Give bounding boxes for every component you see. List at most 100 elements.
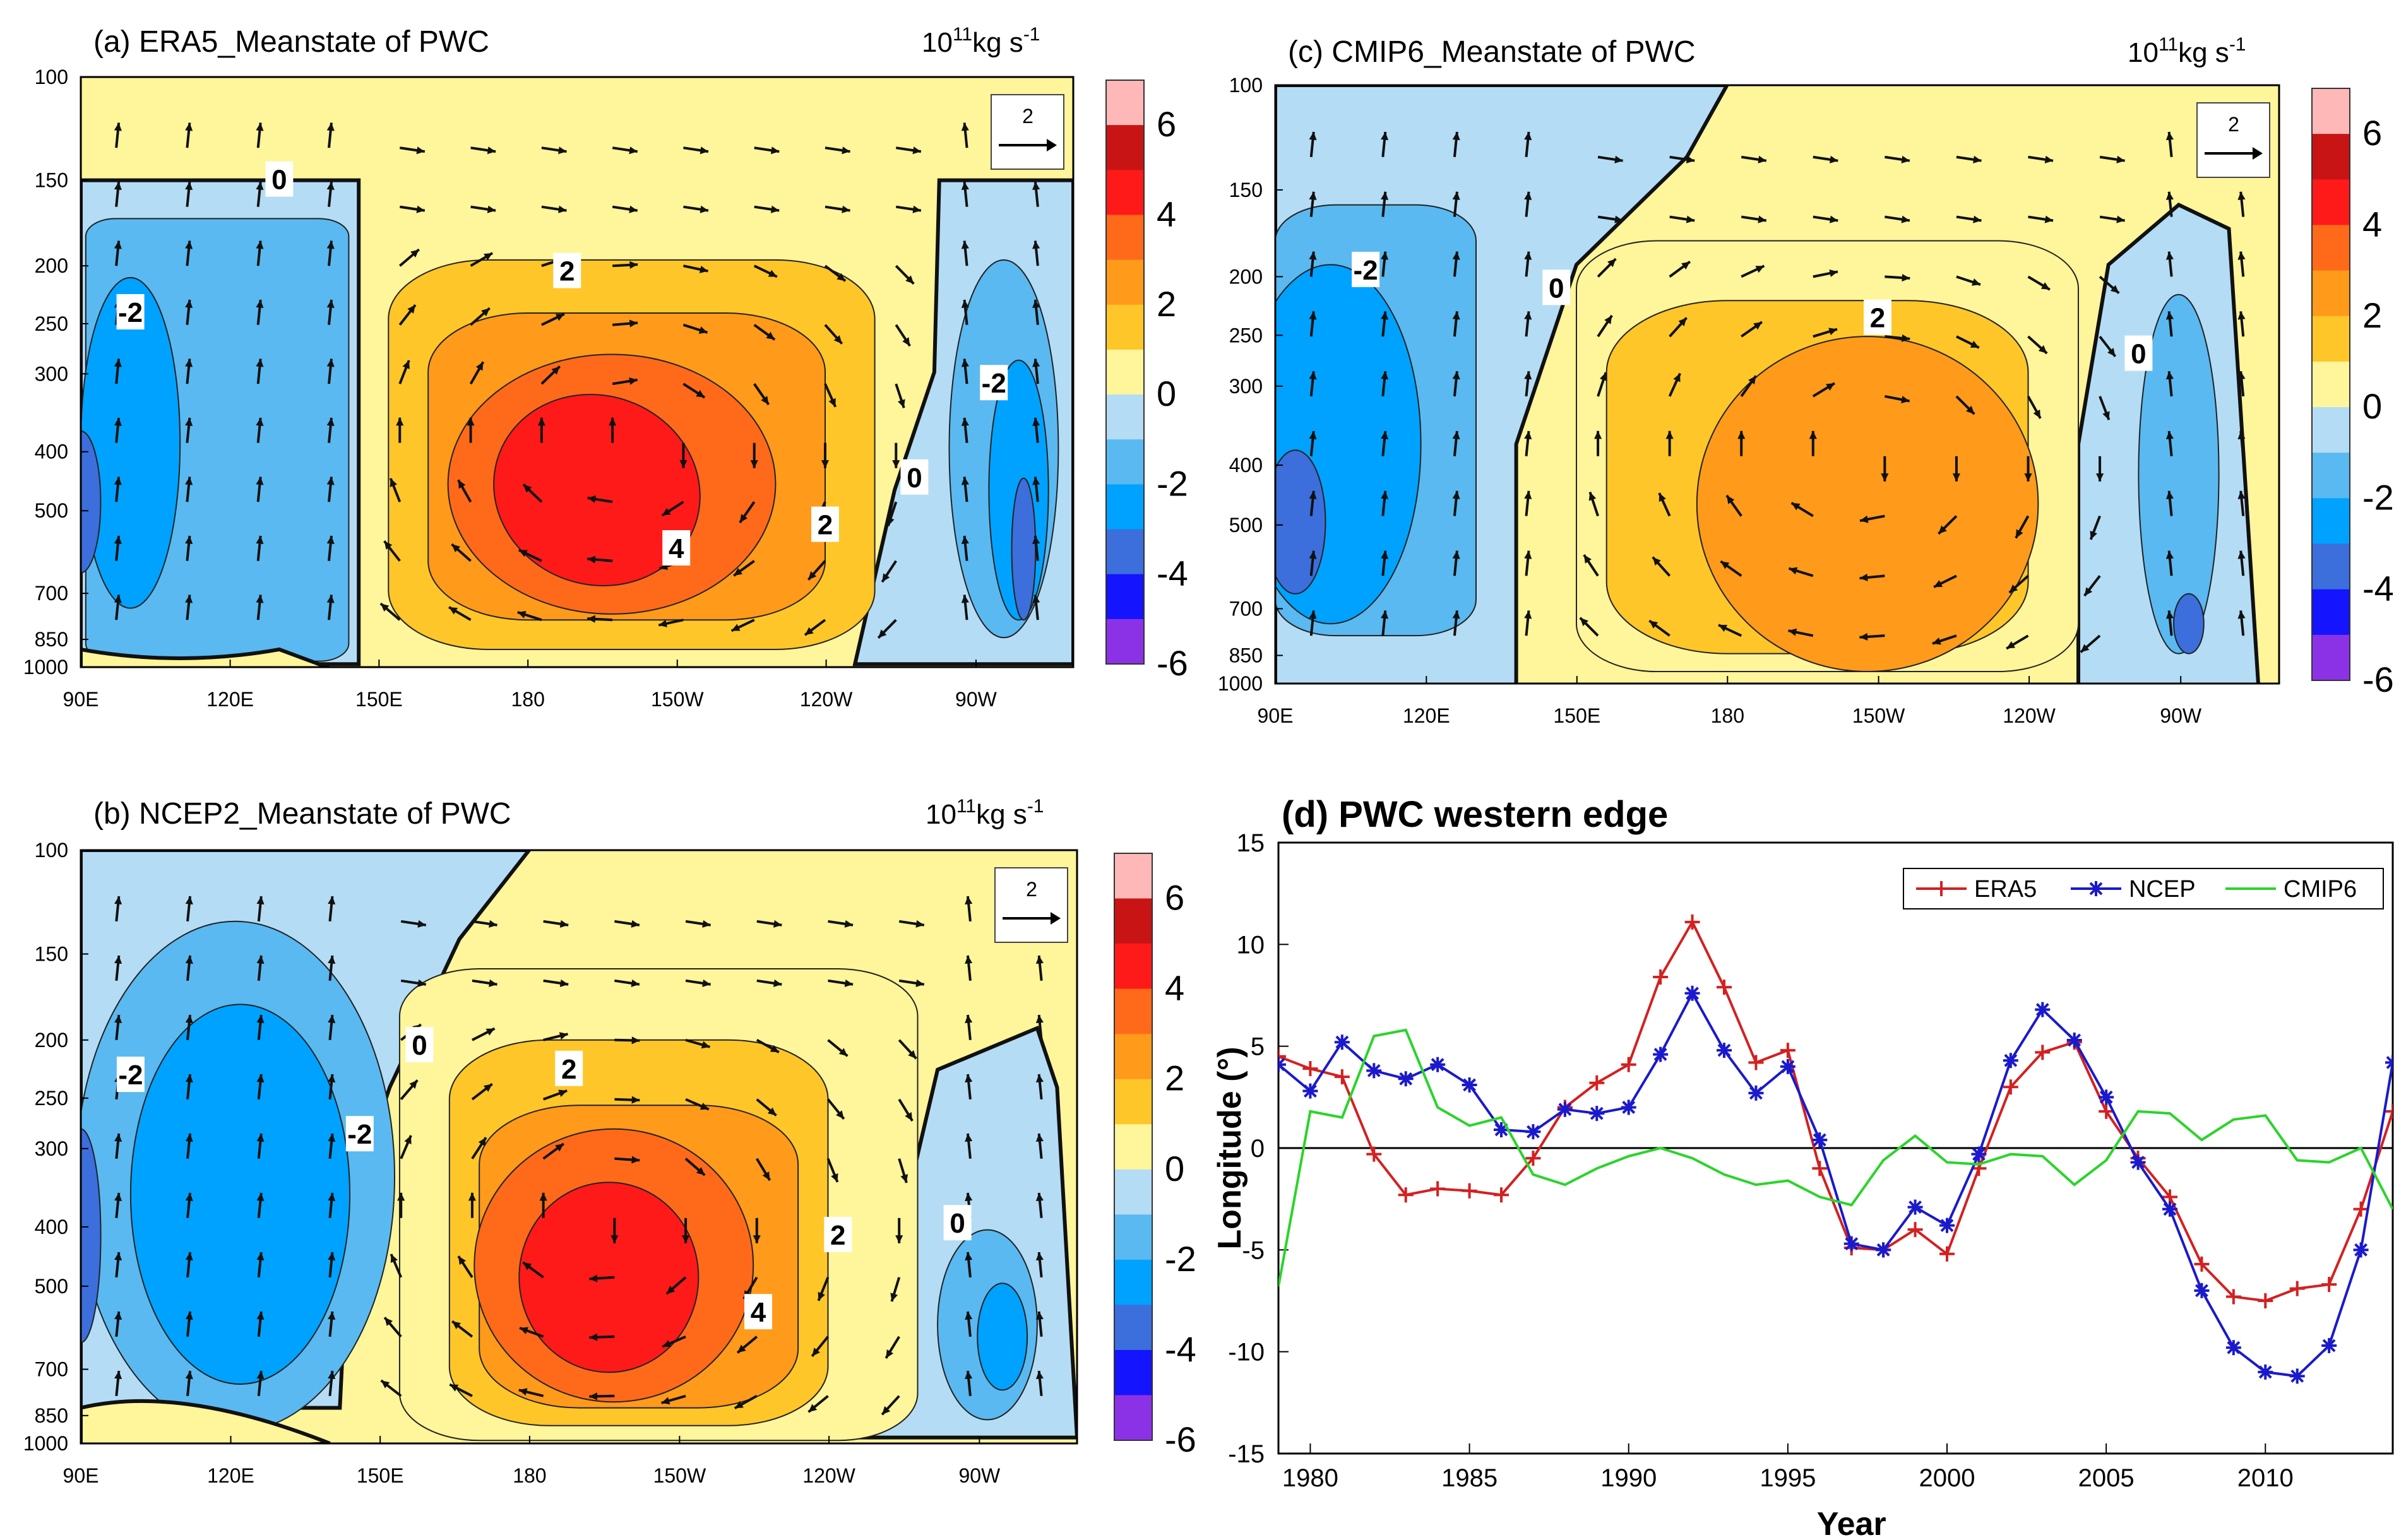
colorbar-swatch	[2312, 498, 2350, 545]
wind-vector-head	[610, 1235, 619, 1243]
wind-vector-head	[2237, 490, 2246, 499]
plot-area	[1278, 914, 2393, 1384]
x-tick-label: 180	[1711, 704, 1744, 727]
y-tick-label: -10	[1228, 1339, 1265, 1366]
wind-vector-head	[1901, 396, 1910, 404]
colorbar-swatch	[2312, 361, 2350, 408]
data-point-ncep	[1430, 1057, 1446, 1072]
wind-vector-head	[842, 205, 850, 213]
x-tick-label: 120E	[207, 1464, 254, 1487]
reference-vector-box	[991, 94, 1064, 170]
data-point-era5	[1589, 1075, 1605, 1091]
data-point-ncep	[2289, 1368, 2305, 1384]
data-point-ncep	[2099, 1089, 2114, 1105]
wind-vector-head	[1032, 595, 1040, 603]
wind-vector-head	[812, 1348, 820, 1356]
wind-vector-head	[1932, 637, 1941, 645]
east-cell-level-4	[2173, 593, 2205, 654]
panel-units: 1011kg s-1	[922, 24, 1040, 58]
wind-vector-head	[1381, 550, 1389, 559]
east-cell-level-2	[2138, 293, 2220, 654]
wind-vector-head	[468, 1192, 477, 1201]
wind-vector-head	[898, 399, 905, 408]
wind-vector-head	[475, 362, 484, 371]
contour-label: -2	[347, 1119, 372, 1150]
contour-label: 4	[669, 533, 684, 564]
wind-vector-head	[487, 146, 496, 155]
wind-vector-head	[1452, 191, 1460, 200]
data-point-ncep	[2194, 1282, 2210, 1298]
wind-vector-head	[328, 955, 336, 964]
contour-label: 0	[412, 1030, 427, 1061]
data-point-era5	[1366, 1146, 1382, 1162]
wind-vector-head	[1748, 376, 1756, 385]
wind-vector-head	[517, 611, 527, 619]
data-point-era5	[2225, 1289, 2241, 1305]
wind-vector-head	[1381, 430, 1389, 440]
units-rest: kg s	[976, 799, 1027, 830]
wind-vector-head	[912, 205, 921, 213]
wind-vector-head	[1973, 215, 1982, 223]
wind-vector-head	[1035, 1074, 1044, 1083]
wind-vector-head	[1032, 181, 1040, 191]
wind-vector-head	[589, 1274, 598, 1282]
wind-vector-head	[256, 1014, 265, 1024]
colorbar-swatch	[2312, 453, 2350, 499]
wind-vector-head	[1614, 215, 1623, 223]
wind-vector-head	[821, 460, 830, 468]
reference-vector-label: 2	[1026, 878, 1037, 901]
east-cell-level-4	[1011, 477, 1037, 621]
wind-vector-head	[114, 595, 122, 603]
wind-vector-head	[1452, 311, 1460, 320]
wind-vector-head	[842, 146, 850, 155]
wind-vector-head	[1309, 251, 1317, 260]
wind-vector-head	[629, 319, 638, 328]
legend-label-era5: ERA5	[1974, 876, 2037, 903]
x-tick-label: 1980	[1282, 1464, 1338, 1492]
y-tick-label: 1000	[1218, 672, 1263, 695]
wind-vector-head	[1720, 561, 1730, 569]
wind-vector-head	[485, 1028, 495, 1036]
wind-vector-head	[114, 1014, 122, 1024]
data-point-ncep	[1462, 1077, 1477, 1093]
reference-vector-head	[1047, 139, 1057, 151]
colorbar-label: 6	[1157, 104, 1176, 144]
wind-vector-head	[114, 1311, 122, 1320]
data-point-era5	[1717, 980, 1732, 995]
data-point-era5	[1939, 1246, 1955, 1262]
wind-vector-head	[2033, 409, 2040, 418]
contour-label: 2	[818, 510, 833, 541]
colorbar-swatch	[1114, 898, 1152, 944]
wind-vector-head	[185, 1311, 193, 1320]
wind-vector-head	[831, 1173, 838, 1182]
wind-vector-head	[518, 1388, 528, 1396]
wind-vector-head	[185, 122, 193, 131]
wind-vector-head	[587, 615, 596, 623]
x-tick-label: 150E	[355, 688, 403, 711]
wind-vector-head	[2107, 348, 2116, 357]
wind-vector-head	[114, 535, 122, 545]
wind-vector-head	[1309, 610, 1317, 619]
wind-vector-head	[1649, 620, 1659, 629]
west-cell-level-3	[129, 1004, 351, 1385]
colorbar-frame	[1114, 853, 1153, 1441]
wind-vector-head	[1381, 191, 1389, 200]
wind-vector-head	[965, 1252, 973, 1261]
contour-label: -2	[118, 297, 143, 328]
data-point-ncep	[1621, 1099, 1636, 1115]
panel-b: -2 -2 0 2 2 4 0 2 (b) NCEP2_Meanstate of PWC 1011…	[23, 796, 1196, 1487]
wind-vector-head	[900, 1174, 908, 1183]
wind-vector-head	[1607, 259, 1616, 268]
y-tick-label: 850	[35, 628, 68, 651]
wind-vector-head	[965, 896, 973, 905]
wind-vector-head	[114, 1133, 122, 1142]
y-tick-label: 400	[1229, 454, 1263, 477]
y-tick-label: 1000	[23, 1432, 68, 1455]
contour-label-bg	[744, 1294, 773, 1330]
colorbar-swatch	[1114, 1395, 1152, 1441]
wind-vector-head	[326, 358, 335, 367]
wind-vector-head	[1452, 490, 1460, 499]
wind-vector-head	[256, 477, 264, 485]
y-tick-label: 300	[1229, 375, 1263, 398]
pos-level-3	[1696, 336, 2039, 673]
